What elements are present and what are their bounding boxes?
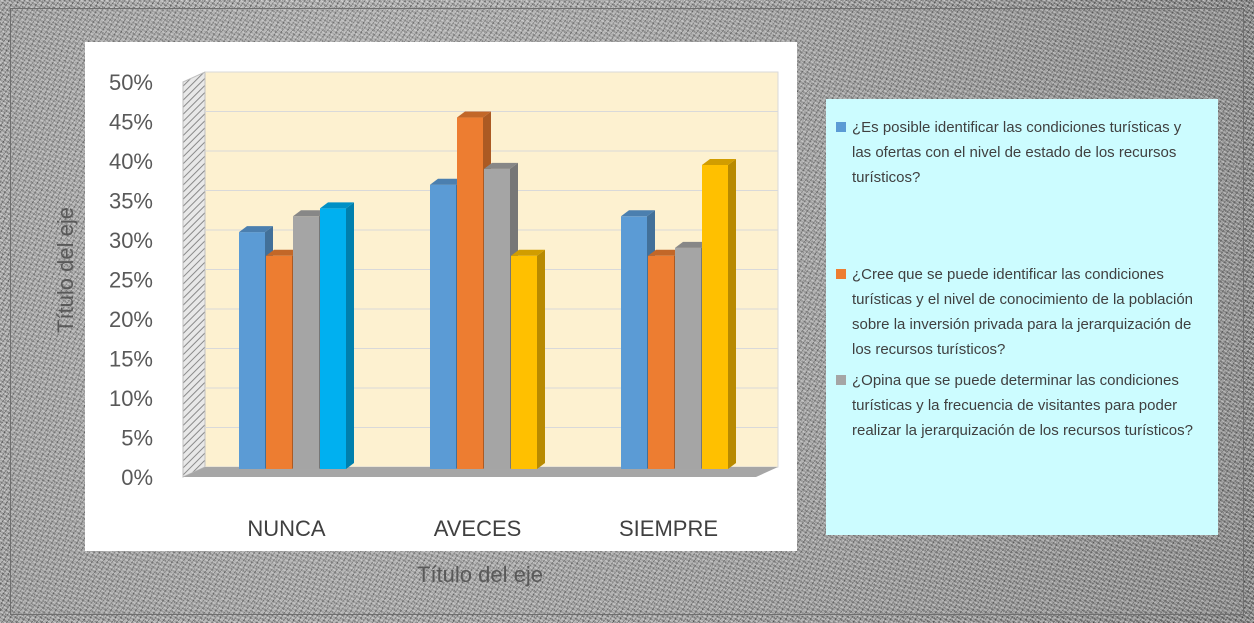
y-tick-label: 0% xyxy=(121,465,153,490)
y-tick-label: 15% xyxy=(109,347,153,372)
bar xyxy=(457,117,483,470)
bar xyxy=(511,255,537,469)
bar-side xyxy=(537,249,545,469)
floor xyxy=(183,467,778,477)
bar xyxy=(484,168,510,469)
legend-label: ¿Cree que se puede identificar las condi… xyxy=(852,266,1194,358)
bar-side xyxy=(346,202,354,469)
bar-top xyxy=(648,249,682,256)
y-tick-label: 40% xyxy=(109,149,153,174)
plot-area: 0% 5% 10% 15% 20% 25% 30% 35% 40% 45% 50% NUNCA AVEC… xyxy=(85,42,797,551)
legend-entry: ¿Opina que se puede determinar las condi… xyxy=(836,368,1202,443)
bar xyxy=(293,216,319,469)
bar-top xyxy=(511,249,545,256)
bar xyxy=(430,184,456,469)
x-axis-title: Título del eje xyxy=(417,562,543,587)
legend-swatch xyxy=(836,122,846,132)
bar xyxy=(648,255,674,469)
bar-top xyxy=(457,111,491,118)
y-tick-label: 35% xyxy=(109,189,153,214)
bar-top xyxy=(484,162,518,169)
x-tick-label: NUNCA xyxy=(247,516,326,541)
legend-entry: ¿Es posible identificar las condiciones … xyxy=(836,115,1202,190)
bar-top xyxy=(621,210,655,217)
chart-svg: 0% 5% 10% 15% 20% 25% 30% 35% 40% 45% 50% NUNCA AVEC… xyxy=(109,70,779,541)
bar-side xyxy=(728,158,736,469)
y-tick-label: 50% xyxy=(109,70,153,95)
bar xyxy=(320,208,346,469)
legend-label: ¿Es posible identificar las condiciones … xyxy=(852,119,1182,186)
legend-entry: ¿Cree que se puede identificar las condi… xyxy=(836,262,1202,362)
bar xyxy=(621,216,647,469)
legend-swatch xyxy=(836,375,846,385)
bar-top xyxy=(430,178,464,185)
bar-top xyxy=(266,249,300,256)
bar-top xyxy=(675,241,709,248)
bar xyxy=(702,164,728,469)
y-tick-label: 45% xyxy=(109,110,153,135)
side-wall xyxy=(182,71,206,478)
y-tick-label: 20% xyxy=(109,307,153,332)
bar-top xyxy=(293,210,327,217)
bar-top xyxy=(702,158,736,165)
legend: ¿Es posible identificar las condiciones … xyxy=(826,99,1218,535)
bar xyxy=(239,232,265,469)
y-tick-label: 5% xyxy=(121,426,153,451)
y-tick-label: 30% xyxy=(109,228,153,253)
x-tick-label: SIEMPRE xyxy=(619,516,718,541)
x-tick-label: AVECES xyxy=(434,516,522,541)
y-tick-label: 10% xyxy=(109,386,153,411)
legend-swatch xyxy=(836,269,846,279)
y-axis-title: Título del eje xyxy=(53,207,78,333)
bar-top xyxy=(320,202,354,209)
y-tick-label: 25% xyxy=(109,268,153,293)
bar-top xyxy=(239,226,273,233)
legend-label: ¿Opina que se puede determinar las condi… xyxy=(852,372,1193,439)
bar xyxy=(675,247,701,469)
bar xyxy=(266,255,292,469)
